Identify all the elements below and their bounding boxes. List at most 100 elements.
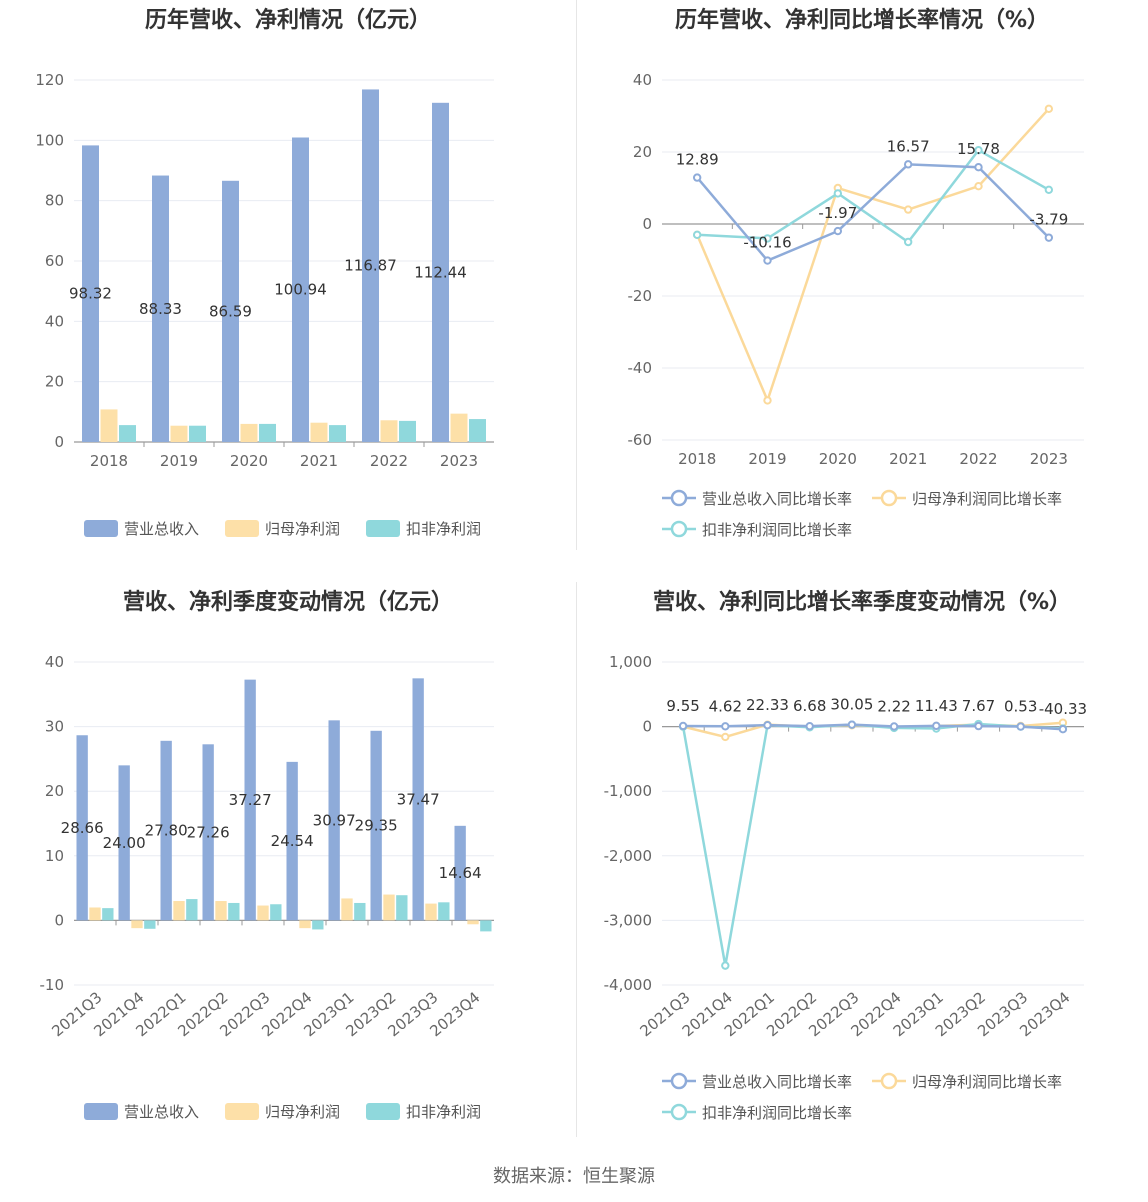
bar-deducted-profit (102, 908, 114, 921)
data-label: 88.33 (139, 300, 182, 318)
chart-title: 营收、净利季度变动情况（亿元） (122, 590, 453, 615)
legend-marker (670, 1103, 688, 1121)
data-point (974, 721, 983, 731)
bar-net-profit (131, 920, 143, 929)
x-tick-label: 2019 (160, 452, 198, 470)
data-point (974, 146, 983, 155)
annual-growth-chart: -60 -40 -20 0 20 40 2018 2019 2020 2021 2022 2023 12… (628, 71, 1084, 539)
quarterly-amounts-panel: 营收、净利季度变动情况（亿元） -10 0 10 20 30 40 2021Q3 2021Q4… (0, 582, 576, 1152)
bar-net-profit (425, 903, 437, 921)
x-tick-label: 2022 (959, 450, 997, 468)
bar-deducted-profit (186, 899, 198, 921)
series-line-revenue (683, 723, 1063, 731)
bar-deducted-profit (480, 920, 492, 932)
bar-revenue (292, 137, 309, 442)
data-label: 28.66 (61, 819, 104, 837)
legend-label: 营业总收入同比增长率 (702, 490, 852, 508)
bar-net-profit (100, 409, 118, 442)
data-label: -40.33 (1039, 700, 1087, 718)
legend-label: 营业总收入 (124, 1103, 199, 1121)
legend-label: 营业总收入 (124, 520, 199, 538)
chart-title: 营收、净利同比增长率季度变动情况（%） (652, 590, 1072, 615)
y-tick-label: -4,000 (604, 976, 652, 994)
data-label: 9.55 (666, 697, 699, 715)
bar-revenue (82, 145, 99, 442)
data-label: 2.22 (877, 697, 910, 715)
data-label: -10.16 (743, 234, 791, 252)
data-label: 27.26 (187, 823, 230, 841)
y-tick-label: 40 (45, 653, 64, 671)
data-label: 4.62 (709, 697, 742, 715)
bar-deducted-profit (354, 902, 366, 921)
legend-label: 扣非净利润同比增长率 (702, 1104, 852, 1122)
y-tick-label: 0 (642, 718, 652, 736)
bar-revenue (202, 744, 214, 921)
data-point (903, 160, 913, 169)
data-point (763, 720, 772, 730)
data-point (1044, 185, 1054, 195)
x-tick-label: 2020 (230, 452, 268, 470)
y-tick-label: -20 (628, 287, 653, 305)
annual-growth-panel: 历年营收、净利同比增长率情况（%） -60 -40 -20 0 20 40 2018 2019… (576, 0, 1148, 560)
y-tick-label: -10 (40, 976, 65, 994)
bar-revenue (432, 102, 449, 442)
data-label: 12.89 (676, 151, 719, 169)
x-tick-label: 2023 (440, 452, 478, 470)
bar-net-profit (89, 907, 101, 921)
data-point (903, 237, 913, 247)
bar-deducted-profit (329, 425, 346, 442)
legend-label: 归母净利润同比增长率 (912, 1073, 1062, 1091)
bar-net-profit (341, 898, 353, 921)
divider-bottom (576, 582, 577, 1137)
data-point (974, 162, 983, 172)
data-point (692, 173, 702, 182)
data-point (1016, 722, 1025, 731)
bar-deducted-profit (396, 895, 408, 921)
data-label: 98.32 (69, 285, 112, 303)
data-point (833, 189, 843, 198)
data-label: 86.59 (209, 302, 252, 320)
quarterly-growth-chart: -4,000-3,000-2,000-1,00001,0002021Q32021… (604, 653, 1087, 1122)
y-tick-label: 100 (35, 131, 64, 149)
bar-deducted-profit (399, 420, 416, 442)
bar-net-profit (380, 420, 398, 442)
quarterly-amounts-chart: -100102030402021Q32021Q42022Q12022Q22022… (40, 653, 494, 1121)
data-label: 11.43 (915, 697, 958, 715)
chart-title: 历年营收、净利同比增长率情况（%） (674, 8, 1050, 33)
legend-marker (670, 520, 688, 538)
legend-label: 扣非净利润 (406, 1103, 481, 1121)
bar-net-profit (170, 425, 188, 442)
data-label: 7.67 (962, 697, 995, 715)
series-line-deducted-profit (681, 722, 1063, 966)
annual-amounts-panel: 历年营收、净利情况（亿元） 0 20 40 60 80 100 120 2018 2019 202… (0, 0, 576, 560)
legend-marker (880, 489, 898, 507)
y-tick-label: 40 (633, 71, 652, 89)
bar-revenue (244, 679, 256, 921)
series-line-deducted-profit (697, 148, 1050, 244)
x-tick-label: 2019 (748, 450, 786, 468)
bar-net-profit (299, 920, 311, 929)
data-point (889, 722, 899, 731)
legend-label: 扣非净利润 (406, 520, 481, 538)
bar-net-profit (450, 413, 468, 442)
divider-top (576, 0, 577, 550)
data-label: 27.80 (145, 822, 188, 840)
y-tick-label: 40 (45, 312, 64, 330)
bar-deducted-profit (144, 920, 156, 929)
data-point (903, 205, 913, 214)
bar-deducted-profit (189, 425, 206, 442)
legend-swatch (366, 1103, 400, 1120)
data-point (833, 226, 843, 236)
y-tick-label: 120 (35, 71, 64, 89)
x-tick-label: 2018 (90, 452, 128, 470)
y-tick-label: 0 (642, 215, 652, 233)
y-tick-label: 10 (45, 847, 64, 865)
data-point (678, 721, 688, 731)
y-tick-label: -60 (628, 431, 653, 449)
bar-revenue (362, 89, 379, 442)
data-label: 30.97 (313, 811, 356, 829)
y-tick-label: -3,000 (604, 911, 652, 929)
data-point (1044, 104, 1054, 114)
x-tick-label: 2018 (678, 450, 716, 468)
data-label: 24.00 (103, 834, 146, 852)
